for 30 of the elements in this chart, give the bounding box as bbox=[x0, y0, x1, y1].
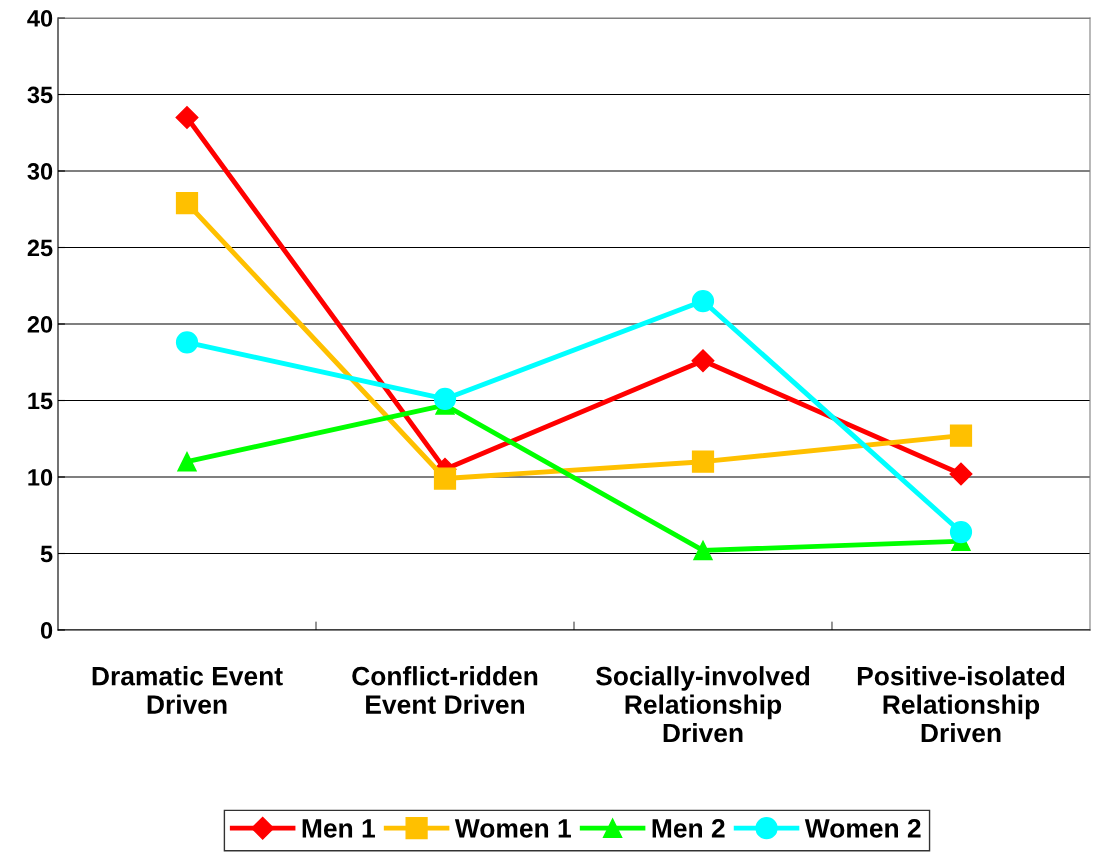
point bbox=[949, 520, 973, 544]
point bbox=[433, 467, 457, 490]
y-tick-label: 15 bbox=[28, 392, 53, 410]
y-tick-label: 5 bbox=[40, 545, 53, 563]
point bbox=[693, 540, 713, 561]
legend-label: Women 1 bbox=[454, 819, 571, 838]
y-tick-label: 35 bbox=[27, 86, 53, 104]
x-tick-label: Dramatic Event Driven bbox=[92, 666, 283, 714]
y-tick-label: 0 bbox=[40, 622, 53, 639]
y-tick-label: 25 bbox=[27, 239, 53, 257]
legend-label: Women 2 bbox=[804, 818, 921, 838]
point bbox=[949, 462, 973, 486]
point bbox=[433, 387, 457, 411]
point bbox=[691, 289, 715, 313]
y-tick-label: 20 bbox=[27, 316, 53, 333]
point bbox=[175, 331, 199, 354]
x-tick-label: Socially-involved Relationship Driven bbox=[595, 666, 810, 743]
point bbox=[175, 192, 199, 215]
x-tick-label: Conflict-ridden Event Driven bbox=[352, 666, 538, 714]
point bbox=[949, 424, 973, 447]
point bbox=[177, 451, 197, 472]
y-tick-label: 10 bbox=[28, 469, 53, 486]
legend-label: Men 2 bbox=[652, 818, 725, 838]
point bbox=[175, 105, 199, 129]
legend-label: Men 1 bbox=[302, 819, 375, 838]
y-tick-label: 40 bbox=[27, 10, 53, 27]
point bbox=[691, 450, 715, 473]
point bbox=[691, 349, 715, 373]
x-tick-label: Positive-isolated Relationship Driven bbox=[857, 666, 1065, 743]
y-tick-label: 30 bbox=[27, 163, 53, 180]
